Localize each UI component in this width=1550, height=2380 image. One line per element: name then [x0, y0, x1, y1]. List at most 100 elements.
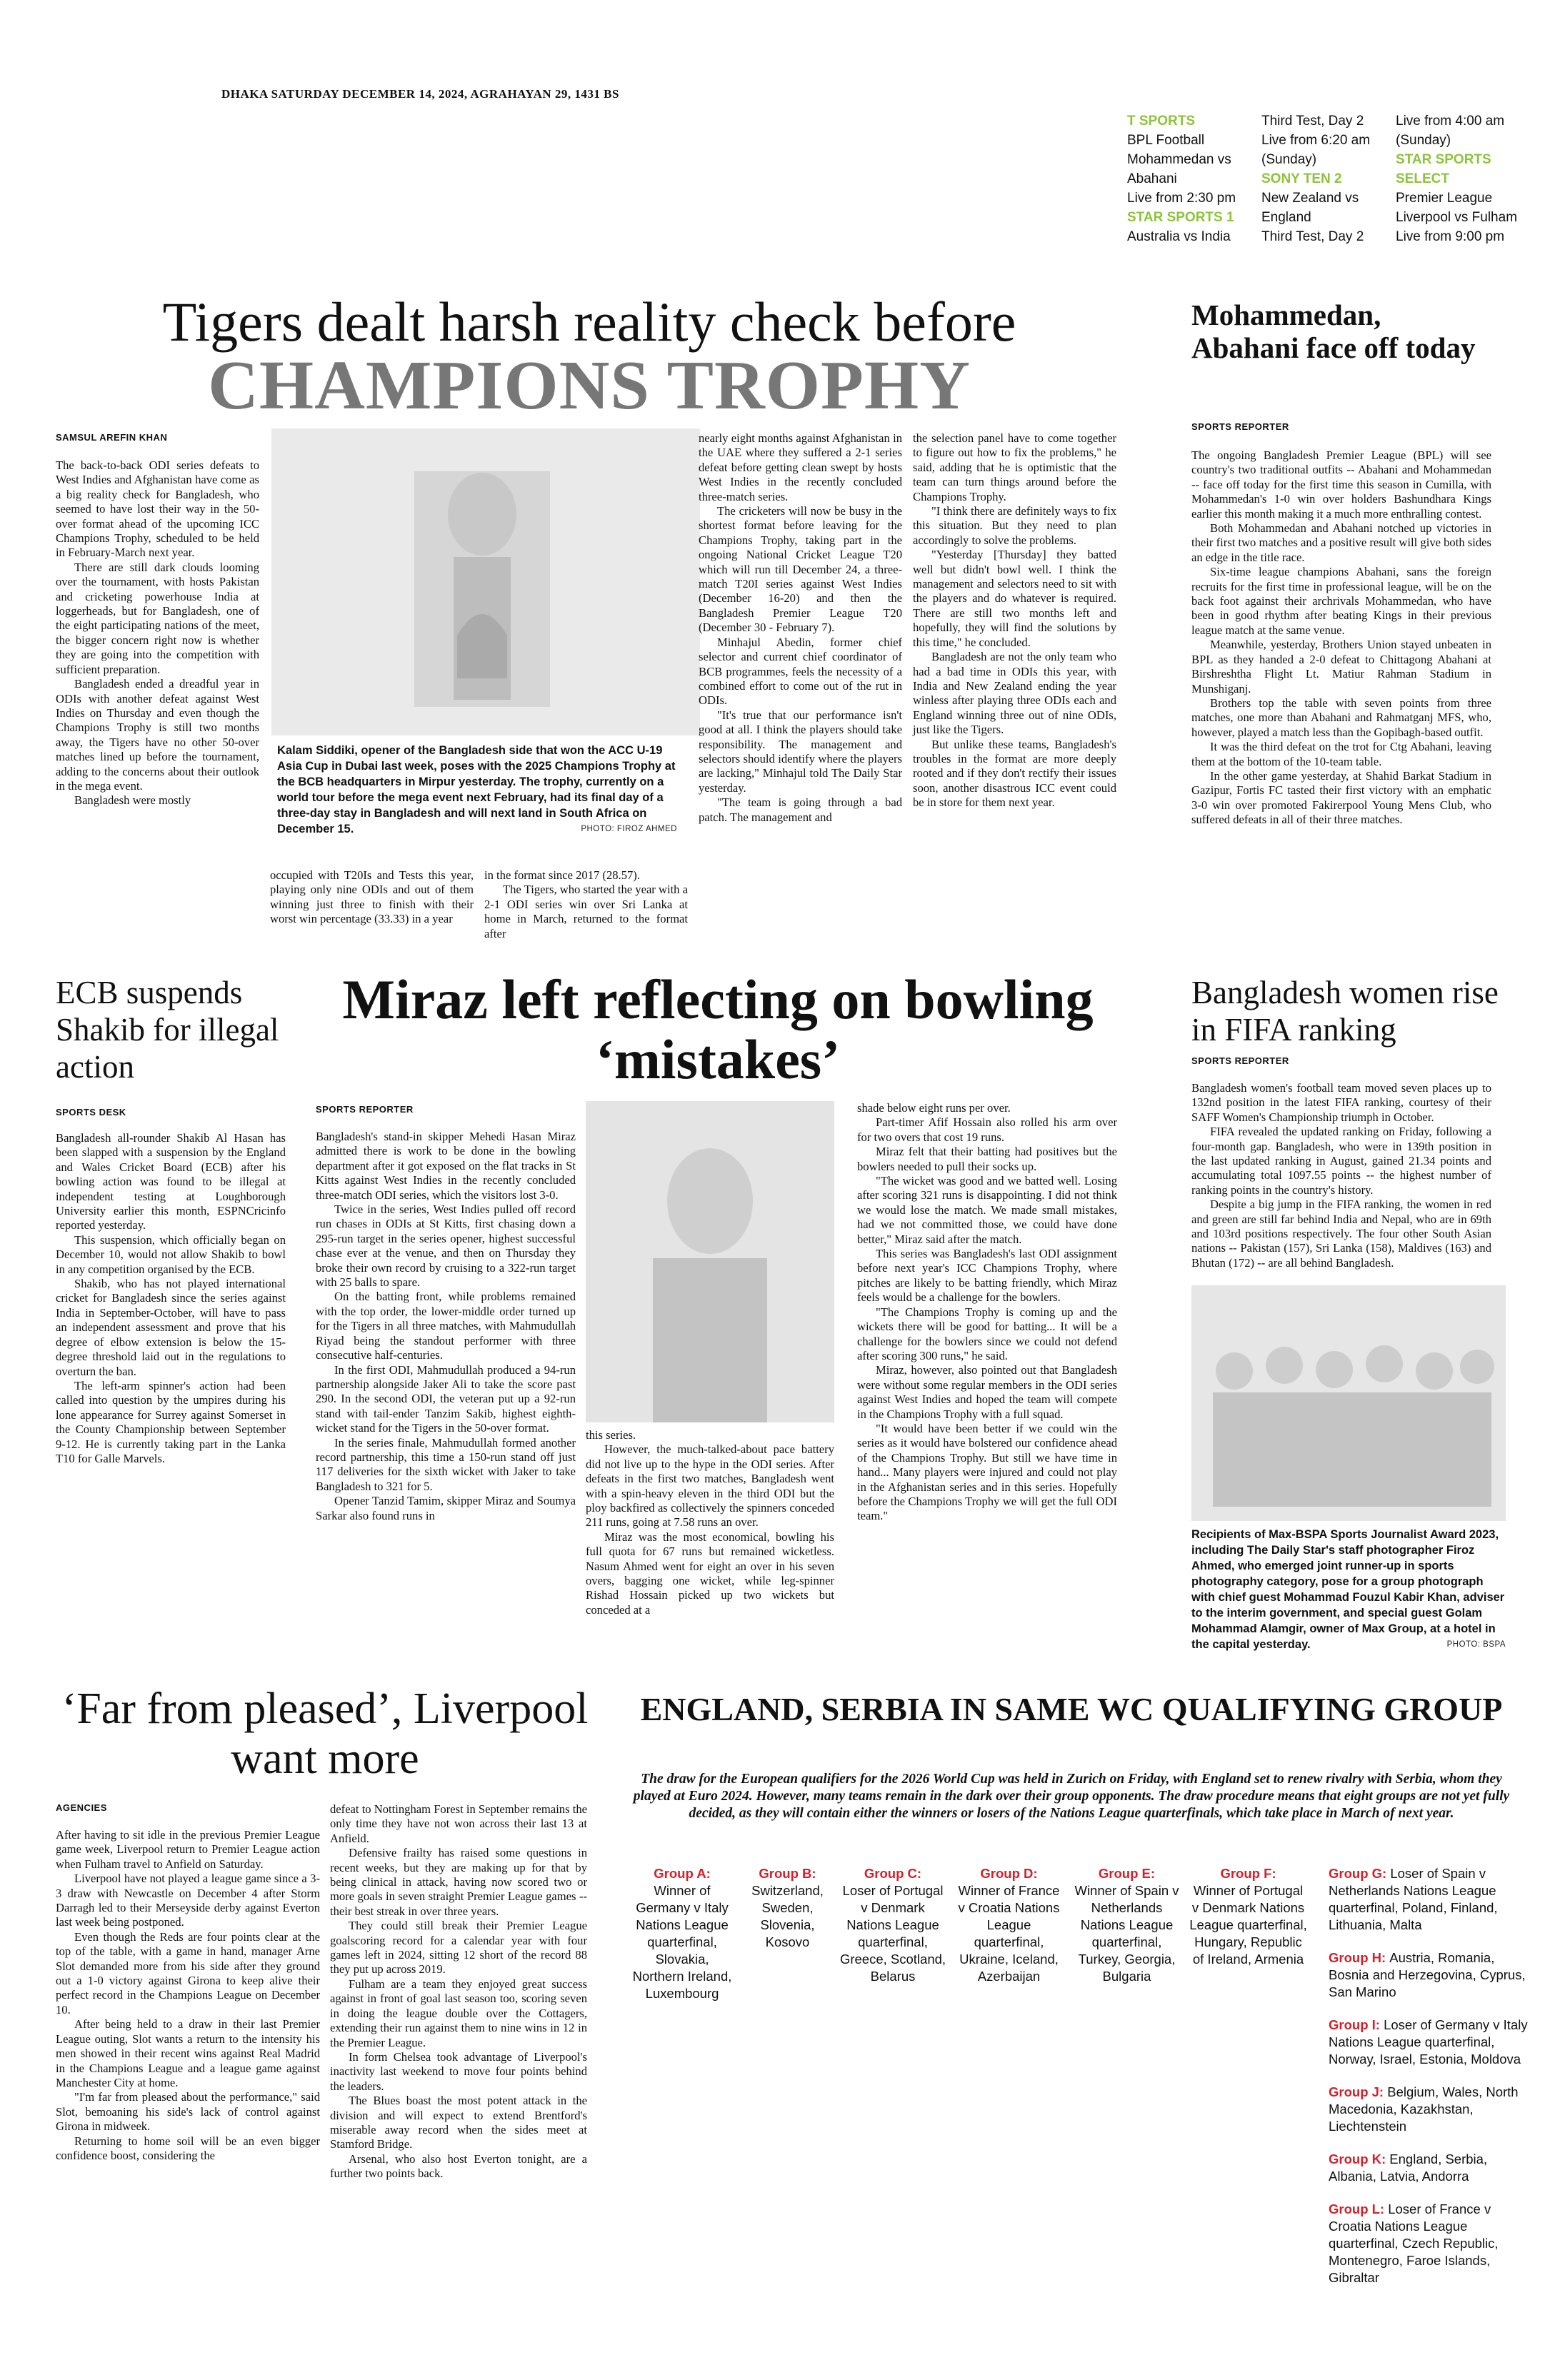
paragraph: This suspension, which officially began …	[56, 1232, 286, 1276]
paragraph: "The wicket was good and we batted well.…	[857, 1174, 1117, 1246]
group-entry: Group D: Winner of France v Croatia Natio…	[954, 1865, 1064, 1985]
paragraph: occupied with T20Is and Tests this year,…	[270, 868, 474, 926]
tv-column: Live from 4:00 am (Sunday) STAR SPORTS SELE…	[1396, 111, 1539, 246]
paragraph: "The team is going through a bad patch. …	[699, 795, 902, 824]
liverpool-headline: ‘Far from pleased’, Liverpool want more	[61, 1684, 589, 1783]
paragraph: After having to sit idle in the previous…	[56, 1828, 320, 1871]
tv-program: Liverpool vs Fulham	[1396, 210, 1518, 225]
tv-channel: STAR SPORTS	[1396, 152, 1491, 167]
paragraph: "I think there are definitely ways to fi…	[913, 504, 1116, 547]
tv-program: BPL Football	[1127, 133, 1205, 148]
fifa-body: Bangladesh women's football team moved s…	[1191, 1081, 1491, 1270]
fifa-photo	[1191, 1285, 1506, 1521]
paragraph: Bangladesh all-rounder Shakib Al Hasan h…	[56, 1131, 286, 1232]
paragraph: Opener Tanzid Tamim, skipper Miraz and S…	[316, 1494, 576, 1522]
group-teams: Switzerland, Sweden, Slovenia, Kosovo	[751, 1883, 824, 1949]
paragraph: The cricketers will now be busy in the s…	[699, 504, 902, 635]
group-teams: Loser of Spain v Netherlands Nations Lea…	[1329, 1866, 1498, 1932]
moha-headline: Mohammedan, Abahani face off today	[1191, 298, 1476, 364]
ecb-byline: SPORTS DESK	[56, 1107, 126, 1118]
lead-col-3: in the format since 2017 (28.57). The Tig…	[484, 868, 688, 941]
paragraph: In the first ODI, Mahmudullah produced a…	[316, 1362, 576, 1435]
lead-subheadline: CHAMPIONS TROPHY	[208, 347, 971, 424]
group-label: Group K:	[1329, 2151, 1390, 2166]
group-teams: Loser of Portugal v Denmark Nations Leag…	[839, 1883, 946, 1984]
paragraph: Bangladesh women's football team moved s…	[1191, 1081, 1491, 1124]
paragraph: Both Mohammedan and Abahani notched up v…	[1191, 521, 1491, 564]
tv-program: New Zealand vs	[1261, 191, 1359, 206]
miraz-headline: Miraz left reflecting on bowling ‘mistak…	[342, 968, 1094, 1090]
group-label: Group H:	[1329, 1950, 1390, 1965]
group-label: Group F:	[1220, 1866, 1276, 1881]
paragraph: But unlike these teams, Bangladesh's tro…	[913, 737, 1116, 810]
paragraph: In the other game yesterday, at Shahid B…	[1191, 768, 1491, 827]
paragraph: "I'm far from pleased about the performa…	[56, 2090, 320, 2134]
paragraph: Shakib, who has not played international…	[56, 1277, 286, 1378]
paragraph: After being held to a draw in their last…	[56, 2017, 320, 2089]
group-label: Group A:	[654, 1866, 711, 1881]
paragraph: defeat to Nottingham Forest in September…	[330, 1802, 587, 1845]
paragraph: Miraz felt that their batting had positi…	[857, 1145, 1117, 1173]
paragraph: They could still break their Premier Lea…	[330, 1919, 587, 1977]
paragraph: Twice in the series, West Indies pulled …	[316, 1202, 576, 1290]
ecb-body: Bangladesh all-rounder Shakib Al Hasan h…	[56, 1131, 286, 1466]
group-label: Group J:	[1329, 2084, 1388, 2099]
group-entry: Group C: Loser of Portugal v Denmark Nati…	[839, 1865, 946, 1985]
lead-col-1: The back-to-back ODI series defeats to W…	[56, 458, 259, 808]
paragraph: This series was Bangladesh's last ODI as…	[857, 1247, 1117, 1305]
paragraph: the selection panel have to come togethe…	[913, 431, 1116, 503]
liverpool-col-2: defeat to Nottingham Forest in September…	[330, 1802, 587, 2181]
paragraph: The back-to-back ODI series defeats to W…	[56, 458, 259, 560]
paragraph: Bangladesh's stand-in skipper Mehedi Has…	[316, 1130, 576, 1202]
paragraph: It was the third defeat on the trot for …	[1191, 740, 1491, 768]
tv-channel: SONY TEN 2	[1261, 171, 1342, 186]
group-teams: Winner of Spain v Netherlands Nations Le…	[1074, 1883, 1179, 1984]
group-teams: England, Serbia, Albania, Latvia, Andorr…	[1329, 2151, 1488, 2184]
paragraph: Six-time league champions Abahani, sans …	[1191, 565, 1491, 637]
tv-program: Live from 6:20 am	[1261, 133, 1371, 148]
paragraph: Meanwhile, yesterday, Brothers Union sta…	[1191, 638, 1491, 696]
group-entry: Group F: Winner of Portugal v Denmark Nat…	[1189, 1865, 1307, 1968]
miraz-photo	[586, 1101, 834, 1422]
paragraph: The Blues boast the most potent attack i…	[330, 2094, 587, 2151]
tv-column: Third Test, Day 2 Live from 6:20 am (Sunda…	[1261, 111, 1390, 246]
tv-program: Live from 2:30 pm	[1127, 191, 1236, 206]
paragraph: There are still dark clouds looming over…	[56, 560, 259, 676]
tv-program: Live from 4:00 am	[1396, 114, 1505, 129]
group-label: Group B:	[759, 1866, 816, 1881]
group-label: Group L:	[1329, 2201, 1389, 2216]
tv-program: Abahani	[1127, 171, 1177, 186]
tv-program: Mohammedan vs	[1127, 152, 1231, 167]
paragraph: "It would have been better if we could w…	[857, 1421, 1117, 1523]
group-teams: Loser of France v Croatia Nations League…	[1329, 2201, 1499, 2285]
liverpool-col-1: After having to sit idle in the previous…	[56, 1828, 320, 2163]
group-entry: Group B: Switzerland, Sweden, Slovenia, K…	[743, 1865, 832, 1951]
paragraph: this series.	[586, 1428, 636, 1442]
group-entry: Group K: England, Serbia, Albania, Latvi…	[1329, 2151, 1536, 2185]
lead-byline: SAMSUL AREFIN KHAN	[56, 432, 168, 443]
paragraph: The Tigers, who started the year with a …	[484, 883, 688, 940]
paragraph: Fulham are a team they enjoyed great suc…	[330, 1977, 587, 2049]
group-label: Group I:	[1329, 2017, 1384, 2032]
group-entry: Group G: Loser of Spain v Netherlands Na…	[1329, 1865, 1536, 1934]
group-entry: Group E: Winner of Spain v Netherlands Na…	[1071, 1865, 1182, 1985]
fifa-photo-credit: PHOTO: BSPA	[1446, 1640, 1506, 1649]
group-label: Group G:	[1329, 1866, 1391, 1881]
paragraph: "The Champions Trophy is coming up and t…	[857, 1305, 1117, 1362]
ecb-headline: ECB suspends Shakib for illegal action	[56, 975, 279, 1085]
tv-program: (Sunday)	[1261, 152, 1317, 167]
paragraph: Even though the Reds are four points cle…	[56, 1929, 320, 2017]
group-entry: Group L: Loser of France v Croatia Natio…	[1329, 2201, 1536, 2286]
tv-program: Third Test, Day 2	[1261, 114, 1364, 129]
paragraph: Bangladesh are not the only team who had…	[913, 650, 1116, 737]
paragraph: Minhajul Abedin, former chief selector a…	[699, 635, 902, 708]
group-teams: Winner of France v Croatia Nations Leagu…	[958, 1883, 1060, 1984]
paragraph: "It's true that our performance isn't go…	[699, 708, 902, 795]
miraz-col-3: shade below eight runs per over. Part-tim…	[857, 1101, 1117, 1524]
moha-byline: SPORTS REPORTER	[1191, 421, 1289, 432]
paragraph: Brothers top the table with seven points…	[1191, 696, 1491, 739]
lead-col-2: occupied with T20Is and Tests this year,…	[270, 868, 474, 927]
lead-headline: Tigers dealt harsh reality check before	[162, 291, 1016, 353]
lead-photo	[271, 428, 700, 735]
paragraph: Bangladesh were mostly	[74, 793, 191, 808]
